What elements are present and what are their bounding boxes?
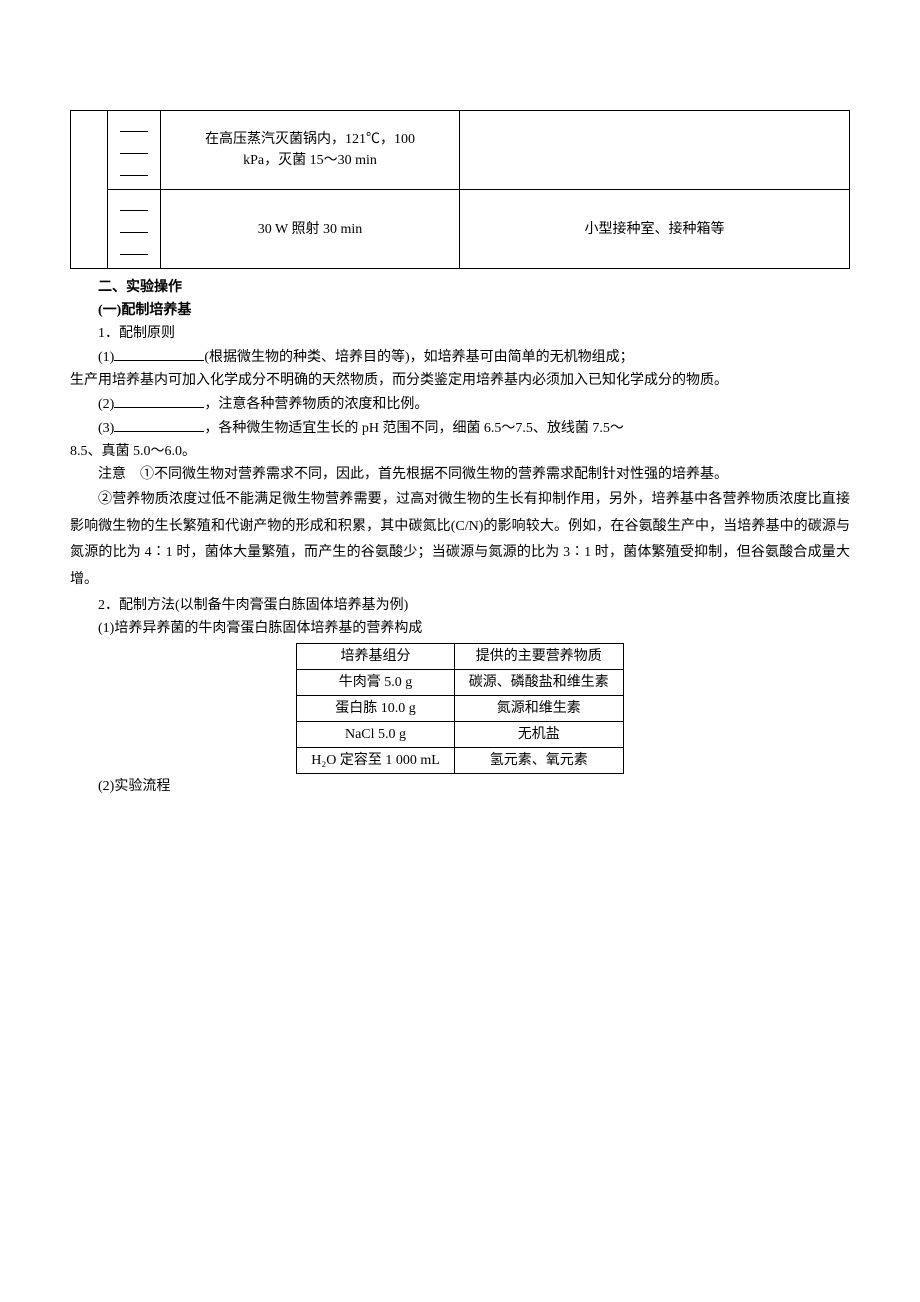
note-para-2: ②营养物质浓度过低不能满足微生物营养需要，过高对微生物的生长有抑制作用，另外，培… — [70, 487, 850, 593]
blank-line — [120, 218, 148, 233]
subsection-title: (一)配制培养基 — [70, 300, 850, 321]
nutri-cell: 牛肉膏 5.0 g — [297, 670, 455, 696]
fill-blank[interactable] — [114, 346, 204, 361]
method-cell: 在高压蒸汽灭菌锅内，121℃，100 kPa，灭菌 15～30 min — [161, 111, 460, 190]
label-3: (3) — [98, 421, 114, 436]
table-row: 30 W 照射 30 min 小型接种室、接种箱等 — [71, 190, 850, 269]
scope-cell — [460, 111, 850, 190]
para-cont-1: 生产用培养基内可加入化学成分不明确的天然物质，而分类鉴定用培养基内必须加入已知化… — [70, 370, 850, 391]
method-heading: 2．配制方法(以制备牛肉膏蛋白胨固体培养基为例) — [70, 595, 850, 616]
nutri-cell: H₂O 定容至 1 000 mL — [297, 748, 455, 774]
method-text-line2: kPa，灭菌 15～30 min — [243, 153, 377, 168]
para-principle-head: 1．配制原则 — [70, 323, 850, 344]
method-cell: 30 W 照射 30 min — [161, 190, 460, 269]
method-text-line1: 在高压蒸汽灭菌锅内，121℃，100 — [205, 132, 415, 147]
nutri-cell: 蛋白胨 10.0 g — [297, 696, 455, 722]
para-blank-2: (2) ，注意各种营养物质的浓度和比例。 — [70, 393, 850, 415]
label-2: (2) — [98, 397, 114, 412]
nutri-header-2: 提供的主要营养物质 — [454, 644, 623, 670]
flow-heading: (2)实验流程 — [70, 776, 850, 797]
blank-line — [120, 240, 148, 255]
blank-line — [120, 161, 148, 176]
table-row: 牛肉膏 5.0 g 碳源、磷酸盐和维生素 — [297, 670, 624, 696]
table-row: 培养基组分 提供的主要营养物质 — [297, 644, 624, 670]
nutri-cell: NaCl 5.0 g — [297, 722, 455, 748]
label-1: (1) — [98, 350, 114, 365]
para-blank-3: (3) ，各种微生物适宜生长的 pH 范围不同，细菌 6.5～7.5、放线菌 7.… — [70, 417, 850, 439]
para-cont-3: 8.5、真菌 5.0～6.0。 — [70, 441, 850, 462]
merged-cell-left — [71, 111, 108, 269]
blank-line — [120, 139, 148, 154]
blank-line — [120, 196, 148, 211]
nutrition-table: 培养基组分 提供的主要营养物质 牛肉膏 5.0 g 碳源、磷酸盐和维生素 蛋白胨… — [296, 643, 624, 774]
text-after-blank-1: (根据微生物的种类、培养目的等)，如培养基可由简单的无机物组成； — [204, 350, 633, 365]
text-after-blank-3: ，各种微生物适宜生长的 pH 范围不同，细菌 6.5～7.5、放线菌 7.5～ — [204, 421, 624, 436]
blank-line — [120, 117, 148, 132]
text-after-blank-2: ，注意各种营养物质的浓度和比例。 — [204, 397, 428, 412]
scope-cell: 小型接种室、接种箱等 — [460, 190, 850, 269]
fill-blank[interactable] — [114, 393, 204, 408]
para-blank-1: (1) (根据微生物的种类、培养目的等)，如培养基可由简单的无机物组成； — [70, 346, 850, 368]
table-row: H₂O 定容至 1 000 mL 氢元素、氧元素 — [297, 748, 624, 774]
nutri-cell: 氢元素、氧元素 — [454, 748, 623, 774]
fill-blank[interactable] — [114, 417, 204, 432]
table-row: 在高压蒸汽灭菌锅内，121℃，100 kPa，灭菌 15～30 min — [71, 111, 850, 190]
nutri-cell: 无机盐 — [454, 722, 623, 748]
nutri-cell: 氮源和维生素 — [454, 696, 623, 722]
note-para-1: 注意 ①不同微生物对营养需求不同，因此，首先根据不同微生物的营养需求配制针对性强… — [70, 464, 850, 485]
nutri-header-1: 培养基组分 — [297, 644, 455, 670]
sterilization-table: 在高压蒸汽灭菌锅内，121℃，100 kPa，灭菌 15～30 min 30 W… — [70, 110, 850, 269]
section-title: 二、实验操作 — [70, 277, 850, 298]
nutri-intro: (1)培养异养菌的牛肉膏蛋白胨固体培养基的营养构成 — [70, 618, 850, 639]
table-row: NaCl 5.0 g 无机盐 — [297, 722, 624, 748]
table-row: 蛋白胨 10.0 g 氮源和维生素 — [297, 696, 624, 722]
blank-label-cell — [108, 190, 161, 269]
nutri-cell: 碳源、磷酸盐和维生素 — [454, 670, 623, 696]
blank-label-cell — [108, 111, 161, 190]
